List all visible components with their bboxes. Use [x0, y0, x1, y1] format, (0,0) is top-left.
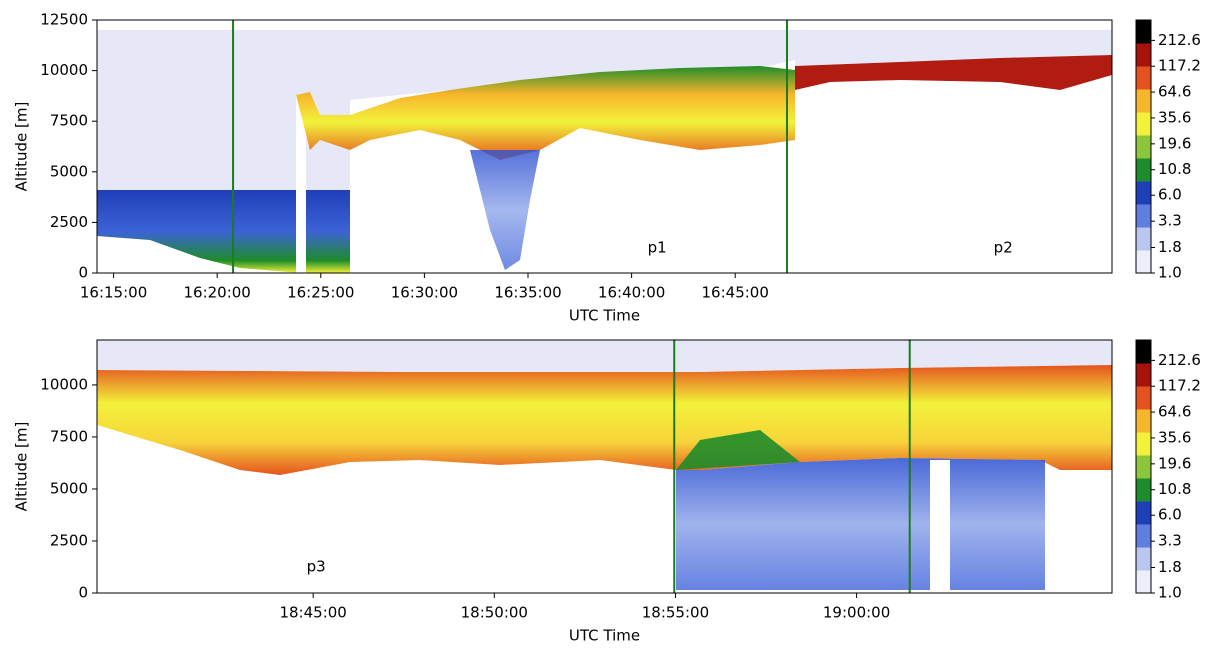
y-tick-label: 10000: [40, 375, 88, 393]
annotation: p2: [994, 239, 1013, 257]
colorbar-tick-label: 6.0: [1158, 506, 1182, 524]
colorbar-tick-label: 1.0: [1158, 264, 1182, 282]
colorbar-swatch: [1136, 250, 1151, 274]
colorbar-swatch: [1136, 227, 1151, 251]
colorbar-swatch: [1136, 66, 1151, 90]
colorbar-swatch: [1136, 363, 1151, 387]
colorbar-tick-label: 10.8: [1158, 160, 1191, 178]
colorbar-swatch: [1136, 158, 1151, 182]
x-axis-label: UTC Time: [569, 307, 640, 325]
x-tick-label: 16:35:00: [494, 284, 561, 302]
x-tick-label: 16:25:00: [287, 284, 354, 302]
colorbar-swatch: [1136, 89, 1151, 113]
colorbar-swatch: [1136, 409, 1151, 433]
colorbar-frame: [1135, 19, 1152, 274]
colorbar-frame: [1135, 339, 1152, 594]
annotation: p1: [648, 239, 667, 257]
colorbar-swatch: [1136, 112, 1151, 136]
y-tick-label: 5000: [50, 162, 88, 180]
colorbar-tick-label: 212.6: [1158, 351, 1201, 369]
colorbar-swatch: [1136, 524, 1151, 548]
y-axis-label: Altitude [m]: [13, 422, 31, 512]
y-tick-label: 0: [78, 584, 88, 602]
colorbar-tick-label: 64.6: [1158, 403, 1191, 421]
colorbar-swatch: [1136, 43, 1151, 67]
x-tick-label: 16:20:00: [183, 284, 250, 302]
y-tick-label: 7500: [50, 427, 88, 445]
colorbar-swatch: [1136, 432, 1151, 456]
x-tick-label: 16:45:00: [702, 284, 769, 302]
y-axis-label: Altitude [m]: [13, 102, 31, 192]
colorbar-tick-label: 35.6: [1158, 108, 1191, 126]
colorbar-swatch: [1136, 547, 1151, 571]
x-tick-label: 18:55:00: [642, 604, 709, 622]
colorbar-swatch: [1136, 340, 1151, 364]
colorbar-tick-label: 117.2: [1158, 377, 1201, 395]
colorbar-tick-label: 19.6: [1158, 134, 1191, 152]
y-tick-label: 12500: [40, 11, 88, 29]
x-tick-label: 18:50:00: [461, 604, 528, 622]
y-tick-label: 2500: [50, 531, 88, 549]
plot-frame: [96, 19, 1113, 274]
colorbar-tick-label: 6.0: [1158, 186, 1182, 204]
y-tick-label: 10000: [40, 61, 88, 79]
x-tick-label: 16:15:00: [80, 284, 147, 302]
colorbar-tick-label: 1.8: [1158, 238, 1182, 256]
colorbar-swatch: [1136, 455, 1151, 479]
colorbar-tick-label: 64.6: [1158, 83, 1191, 101]
colorbar-swatch: [1136, 386, 1151, 410]
x-tick-label: 18:45:00: [279, 604, 346, 622]
colorbar-swatch: [1136, 501, 1151, 525]
colorbar-swatch: [1136, 135, 1151, 159]
colorbar-tick-label: 117.2: [1158, 57, 1201, 75]
colorbar-swatch: [1136, 478, 1151, 502]
y-tick-label: 7500: [50, 112, 88, 130]
annotation: p3: [307, 557, 326, 575]
colorbar-tick-label: 10.8: [1158, 480, 1191, 498]
colorbar-tick-label: 19.6: [1158, 454, 1191, 472]
colorbar-tick-label: 1.8: [1158, 558, 1182, 576]
colorbar-swatch: [1136, 181, 1151, 205]
colorbar-tick-label: 3.3: [1158, 532, 1182, 550]
colorbar-tick-label: 212.6: [1158, 31, 1201, 49]
colorbar-swatch: [1136, 570, 1151, 594]
y-tick-label: 5000: [50, 479, 88, 497]
x-tick-label: 16:30:00: [391, 284, 458, 302]
colorbar-tick-label: 35.6: [1158, 428, 1191, 446]
colorbar-tick-label: 3.3: [1158, 212, 1182, 230]
backscatter-image: [97, 30, 1112, 593]
colorbar-swatch: [1136, 204, 1151, 228]
colorbar-swatch: [1136, 20, 1151, 44]
colorbar-tick-label: 1.0: [1158, 584, 1182, 602]
y-tick-label: 2500: [50, 213, 88, 231]
plot-frame: [96, 339, 1113, 594]
x-tick-label: 19:00:00: [823, 604, 890, 622]
y-tick-label: 0: [78, 264, 88, 282]
x-axis-label: UTC Time: [569, 627, 640, 645]
x-tick-label: 16:40:00: [598, 284, 665, 302]
